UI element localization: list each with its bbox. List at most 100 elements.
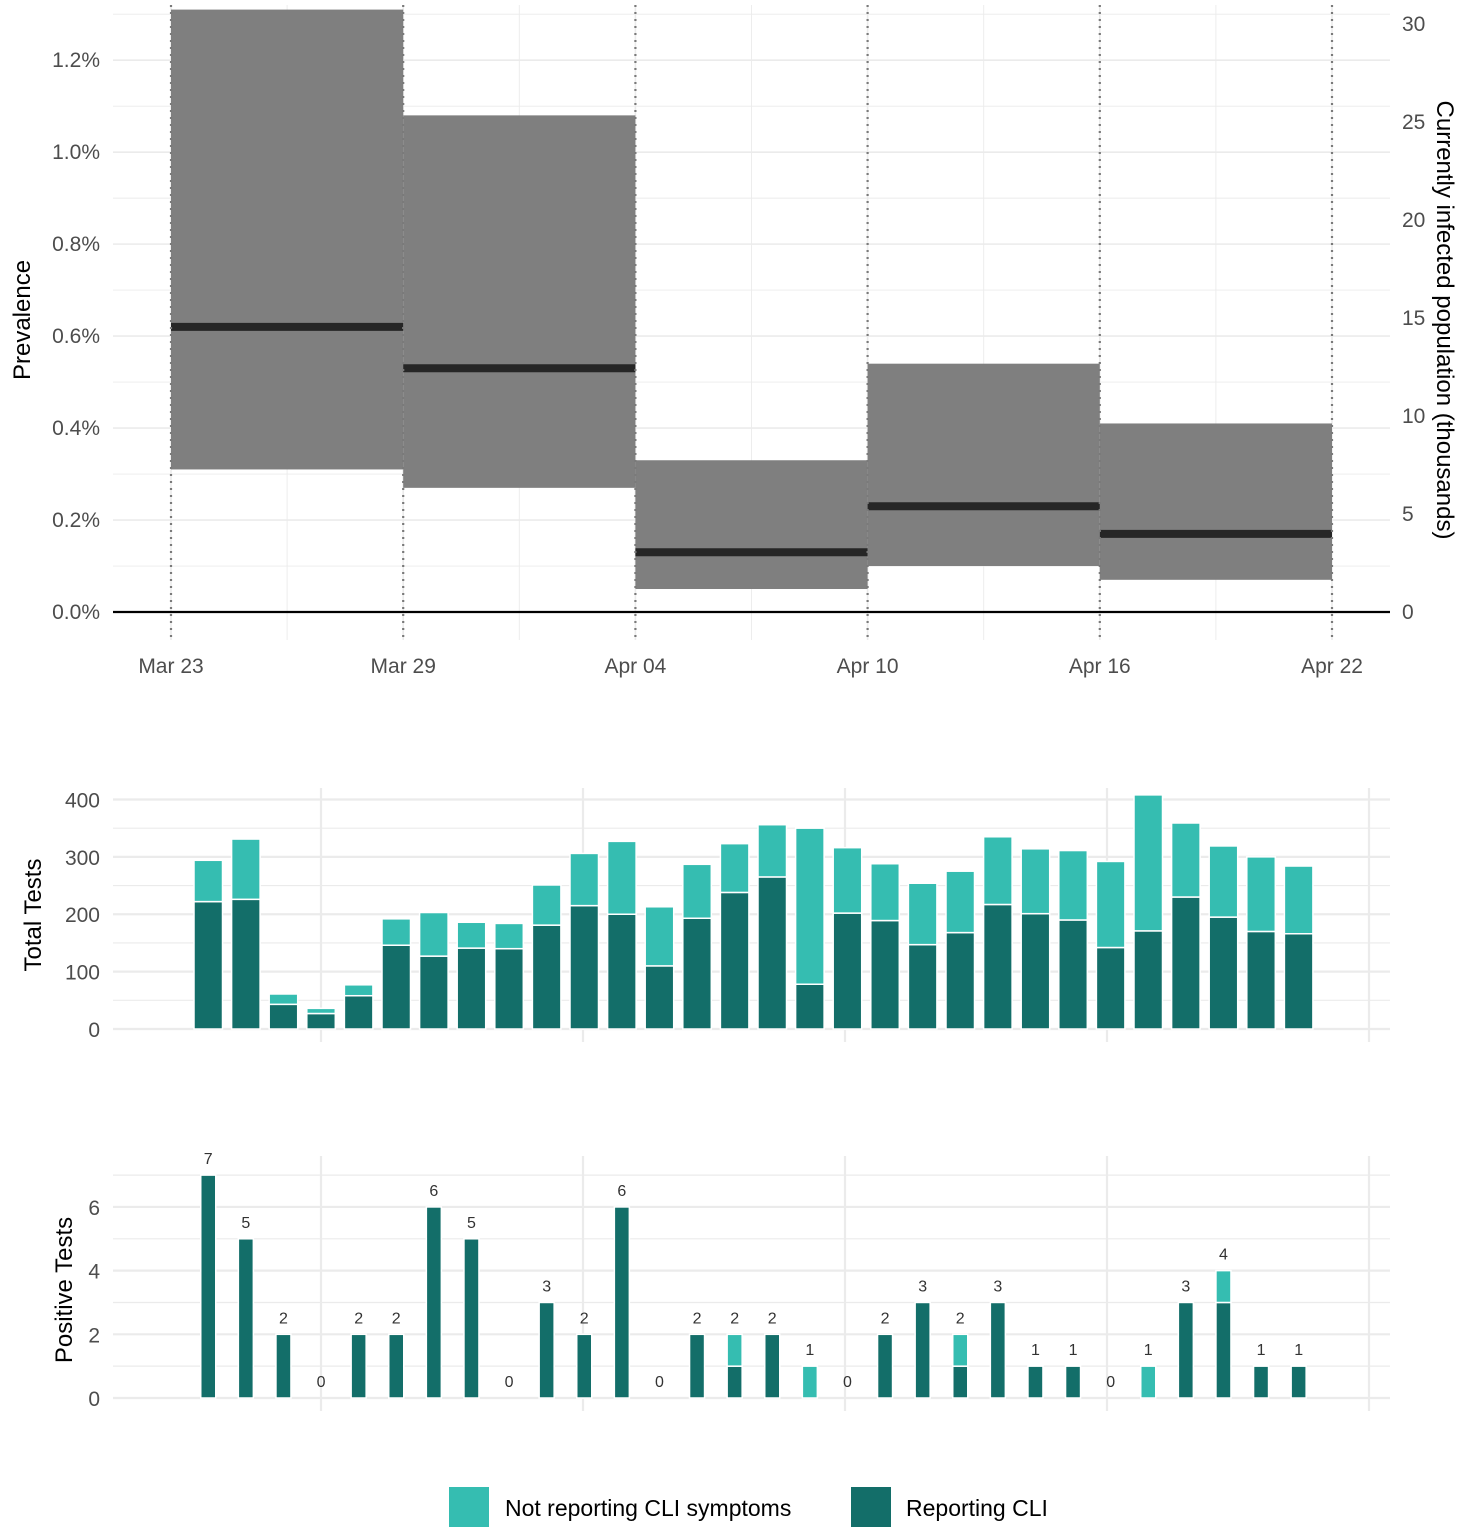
positive-tests-bar-reporting [876,1333,894,1399]
prevalence-period-dividers [169,5,1334,640]
total-tests-bar-not-reporting [945,870,976,934]
positive-tests-bar-label: 1 [1031,1342,1040,1359]
positive-tests-bar-reporting [275,1333,292,1399]
total-tests-bars [193,794,1314,1030]
positive-tests-bar-label: 5 [241,1215,250,1232]
legend-swatch-reporting-cli [851,1487,891,1527]
positive-tests-gridlines [113,1156,1390,1411]
positive-tests-bar-label: 2 [881,1310,890,1327]
positive-tests-bar-label: 2 [279,1310,288,1327]
total-tests-bar-reporting [945,931,976,1030]
total-tests-bar-reporting [719,891,750,1030]
positive-tests-y-tick-label: 0 [88,1388,100,1411]
total-tests-bar-not-reporting [982,836,1013,906]
positive-tests-bar-label: 0 [1106,1374,1115,1391]
positive-tests-bar-reporting [200,1174,217,1399]
positive-tests-bar-label: 2 [768,1310,777,1327]
total-tests-y-axis-title: Total Tests [20,859,47,972]
positive-tests-bar-reporting [388,1333,405,1399]
legend-label-reporting-cli: Reporting CLI [906,1495,1048,1521]
total-tests-bar-reporting [1133,930,1164,1030]
positive-tests-bar-label: 2 [580,1310,589,1327]
positive-tests-bar-reporting [613,1206,631,1399]
total-tests-bar-not-reporting [1133,794,1164,932]
total-tests-bar-not-reporting [682,863,713,920]
total-tests-bar-not-reporting [230,838,261,901]
total-tests-bar-not-reporting [456,921,487,949]
total-tests-bar-reporting [606,913,637,1030]
total-tests-bar-not-reporting [306,1007,337,1015]
total-tests-panel: 0 100 200 300 400 Total Tests [20,788,1390,1042]
total-tests-bar-reporting [1246,930,1277,1030]
positive-tests-bar-reporting [425,1206,443,1399]
total-tests-bar-reporting [682,917,713,1030]
positive-tests-bars [200,1174,1307,1399]
prevalence-y-tick-label: 0.8% [52,233,100,256]
total-tests-bar-not-reporting [606,840,637,915]
total-tests-bar-not-reporting [531,884,562,926]
total-tests-bar-not-reporting [343,984,374,997]
positive-tests-bar-reporting [350,1333,367,1399]
total-tests-bar-not-reporting [644,906,675,967]
total-tests-y-tick-label: 0 [88,1019,100,1042]
prevalence-x-tick-label: Apr 16 [1069,655,1131,678]
prevalence-y2-tick-label: 25 [1402,111,1425,134]
total-tests-y-tick-label: 100 [65,962,100,985]
prevalence-y-tick-label: 0.4% [52,417,100,440]
positive-tests-bar-reporting [764,1333,781,1399]
positive-tests-bar-label: 7 [204,1151,213,1168]
positive-tests-bar-label: 1 [1294,1342,1303,1359]
total-tests-bar-reporting [757,876,788,1030]
prevalence-x-tick-label: Mar 23 [138,655,203,678]
total-tests-bar-reporting [193,900,224,1030]
prevalence-x-tick-label: Apr 22 [1301,655,1363,678]
total-tests-bar-not-reporting [494,922,525,950]
positive-tests-bar-label: 2 [956,1310,965,1327]
total-tests-bar-reporting [870,919,901,1030]
prevalence-estimate-lines [171,322,1332,557]
total-tests-bar-not-reporting [1058,849,1089,921]
total-tests-bar-reporting [268,1003,299,1030]
total-tests-bar-not-reporting [719,842,750,894]
total-tests-bar-reporting [306,1012,337,1030]
total-tests-bar-not-reporting [418,911,449,957]
total-tests-bar-not-reporting [1095,860,1126,949]
positive-tests-bar-reporting [1177,1301,1195,1399]
positive-tests-bar-reporting [1064,1365,1082,1399]
positive-tests-bar-label: 2 [354,1310,363,1327]
positive-tests-bar-not-reporting [801,1365,819,1399]
prevalence-y-tick-label: 0.0% [52,601,100,624]
positive-tests-bar-label: 3 [993,1278,1002,1295]
positive-tests-bar-label: 1 [1257,1342,1266,1359]
positive-tests-bar-label: 3 [542,1278,551,1295]
prevalence-y-tick-label: 1.0% [52,141,100,164]
total-tests-bar-not-reporting [832,846,863,914]
total-tests-bar-reporting [982,903,1013,1030]
total-tests-bar-not-reporting [870,862,901,922]
prevalence-x-tick-label: Mar 29 [371,655,436,678]
positive-tests-bar-label: 0 [843,1374,852,1391]
total-tests-bar-reporting [343,994,374,1030]
total-tests-bar-not-reporting [268,993,299,1006]
total-tests-bar-reporting [569,904,600,1030]
positive-tests-bar-not-reporting [1140,1365,1157,1399]
positive-tests-bar-reporting [1027,1365,1044,1399]
total-tests-bar-not-reporting [1246,856,1277,933]
total-tests-bar-not-reporting [757,823,788,878]
legend-label-not-reporting-cli: Not reporting CLI symptoms [505,1495,791,1521]
prevalence-panel: 0.0% 0.2% 0.4% 0.6% 0.8% 1.0% 1.2% 0 5 10 15 20 25 3… [9,5,1458,678]
total-tests-bar-reporting [418,955,449,1030]
prevalence-x-tick-label: Apr 04 [604,655,666,678]
total-tests-bar-reporting [1058,919,1089,1030]
prevalence-x-tick-labels: Mar 23 Mar 29 Apr 04 Apr 10 Apr 16 Apr 22 [138,655,1363,678]
total-tests-bar-not-reporting [1208,845,1239,918]
total-tests-bar-reporting [832,912,863,1030]
prevalence-interval-band [1099,423,1332,580]
total-tests-bar-reporting [1095,946,1126,1030]
positive-tests-bar-label: 2 [693,1310,702,1327]
prevalence-x-tick-label: Apr 10 [837,655,899,678]
positive-tests-bar-reporting [688,1333,706,1399]
positive-tests-bar-label: 1 [805,1342,814,1359]
total-tests-bar-reporting [494,947,525,1030]
positive-tests-bar-not-reporting [1215,1269,1232,1304]
